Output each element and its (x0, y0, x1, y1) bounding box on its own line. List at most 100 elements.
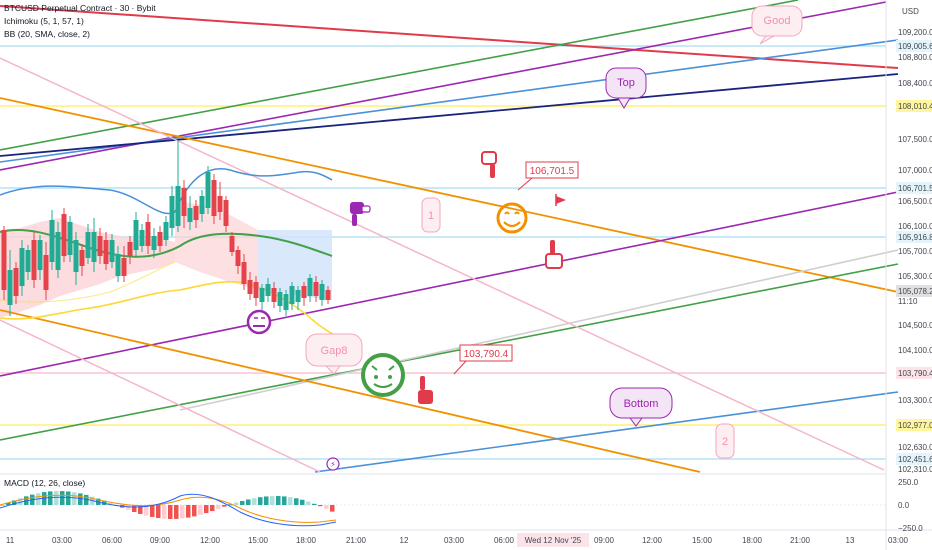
macd-histogram-bar (318, 505, 323, 507)
callout-low[interactable]: 103,790.4 (453, 344, 513, 375)
macd-histogram-bar (234, 502, 239, 505)
price-level-tag[interactable]: 106,701.5 (896, 182, 932, 194)
candle-body (187, 208, 193, 222)
candle-body (325, 290, 331, 300)
candle-body (163, 222, 169, 240)
callout-high-label: 106,701.5 (530, 166, 575, 177)
macd-pane (0, 473, 886, 527)
price-level-tag[interactable]: 108,010.4 (896, 100, 932, 112)
price-level-label: 109,005.6 (898, 42, 932, 51)
macd-histogram-bar (174, 505, 179, 519)
candle-body (313, 282, 319, 296)
price-tick-label: 108,400.0 (898, 79, 932, 88)
price-level-tag[interactable]: 109,005.6 (896, 40, 932, 52)
time-label: 18:00 (742, 536, 763, 545)
time-label: 11 (6, 536, 15, 545)
callout-high[interactable]: 106,701.5 (517, 161, 579, 191)
candle-body (241, 262, 247, 284)
macd-histogram-bar (312, 503, 317, 505)
price-tick-label: 108,800.0 (898, 53, 932, 62)
indicator-bb-label[interactable]: BB (20, SMA, close, 2) (4, 29, 90, 39)
macd-histogram-bar (108, 503, 113, 505)
time-label: 12:00 (200, 536, 221, 545)
chart-header: BTCUSD Perpetual Contract · 30 · Bybit I… (4, 3, 156, 488)
price-level-tag[interactable]: 102,451.6 (896, 453, 932, 465)
time-axis-highlight: Wed 12 Nov '25 (517, 533, 589, 547)
time-label: 03:00 (444, 536, 465, 545)
symbol-title[interactable]: BTCUSD Perpetual Contract · 30 · Bybit (4, 3, 156, 13)
indicator-curves (0, 168, 341, 339)
macd-histogram-bar (252, 498, 257, 505)
candle-body (13, 268, 19, 296)
macd-histogram-bar (6, 502, 11, 505)
candle-body (97, 236, 103, 256)
neutral-face-purple-icon[interactable] (246, 309, 272, 335)
price-level-label: 106,701.5 (898, 184, 932, 193)
price-level-label: 102,451.6 (898, 455, 932, 464)
price-axis[interactable]: USD 109,200.0 108,800.0 108,400.0 107,500.0… (896, 7, 932, 533)
candle-body (211, 180, 217, 216)
macd-histogram-bar (210, 505, 215, 512)
bottom-bubble[interactable]: Bottom (609, 387, 673, 427)
macd-histogram-bar (228, 504, 233, 506)
time-label: 06:00 (494, 536, 515, 545)
price-level-tag[interactable]: 105,916.8 (896, 231, 932, 243)
pointing-down-hand-red-icon[interactable] (481, 151, 497, 178)
time-label: 15:00 (248, 536, 269, 545)
time-label: 03:00 (888, 536, 909, 545)
time-label: 06:00 (102, 536, 123, 545)
macd-histogram-bar (300, 499, 305, 505)
price-level-label: 105,916.8 (898, 233, 932, 242)
macd-histogram-bar (72, 492, 77, 505)
pointing-up-hand-red-2-icon[interactable] (418, 376, 433, 404)
good-bubble[interactable]: Good (751, 5, 803, 45)
pointing-down-hand-purple-icon[interactable] (350, 202, 371, 226)
macd-histogram-bar (180, 505, 185, 519)
candle-body (73, 240, 79, 272)
flag-red-icon[interactable] (555, 194, 566, 206)
price-level-tag[interactable]: 105,078.2 (896, 285, 932, 297)
gap-bubble[interactable]: Gap8 (305, 333, 363, 375)
candle-body (229, 236, 235, 252)
candle-body (109, 240, 115, 262)
wave-2-marker[interactable]: 2 (715, 423, 735, 459)
candle-body (103, 240, 109, 264)
price-tick-label: 105,300.0 (898, 272, 932, 281)
time-label: 12 (400, 536, 409, 545)
macd-histogram-bar (204, 505, 209, 514)
good-label: Good (764, 15, 791, 27)
macd-histogram-bar (216, 505, 221, 509)
price-tick-label: 106,500.0 (898, 197, 932, 206)
lightning-marker-icon[interactable]: ⚡ (326, 457, 340, 471)
candle-body (175, 186, 181, 226)
time-axis[interactable]: 11 03:00 06:00 09:00 12:00 15:00 18:00 21:00 12 0… (6, 533, 909, 547)
indicator-macd-label[interactable]: MACD (12, 26, close) (4, 478, 85, 488)
time-label: 21:00 (346, 536, 367, 545)
candle-body (7, 270, 13, 305)
price-level-label: 108,010.4 (898, 102, 932, 111)
candle-body (61, 214, 67, 256)
candle-body (265, 284, 271, 296)
candle-body (193, 206, 199, 220)
indicator-ichimoku-label[interactable]: Ichimoku (5, 1, 57, 1) (4, 16, 84, 26)
candle-body (127, 242, 133, 256)
candle-body (289, 286, 295, 304)
candle-body (319, 284, 325, 300)
pointing-up-hand-red-icon[interactable] (545, 240, 563, 269)
price-level-tag[interactable]: 103,790.4 (896, 367, 932, 379)
macd-histogram-bar (102, 500, 107, 505)
candle-body (301, 286, 307, 298)
macd-histogram-bar (306, 501, 311, 505)
macd-tick-label: 250.0 (898, 478, 919, 487)
top-bubble[interactable]: Top (605, 67, 647, 109)
price-tick-label: 109,200.0 (898, 28, 932, 37)
macd-histogram-bar (162, 505, 167, 519)
candle-body (91, 232, 97, 262)
grinning-face-green-icon[interactable] (361, 353, 405, 397)
wave-1-marker[interactable]: 1 (421, 197, 441, 233)
candle-body (199, 196, 205, 214)
candle-body (67, 222, 73, 255)
smiley-orange-icon[interactable] (496, 202, 528, 234)
price-level-tag[interactable]: 102,977.0 (896, 419, 932, 431)
